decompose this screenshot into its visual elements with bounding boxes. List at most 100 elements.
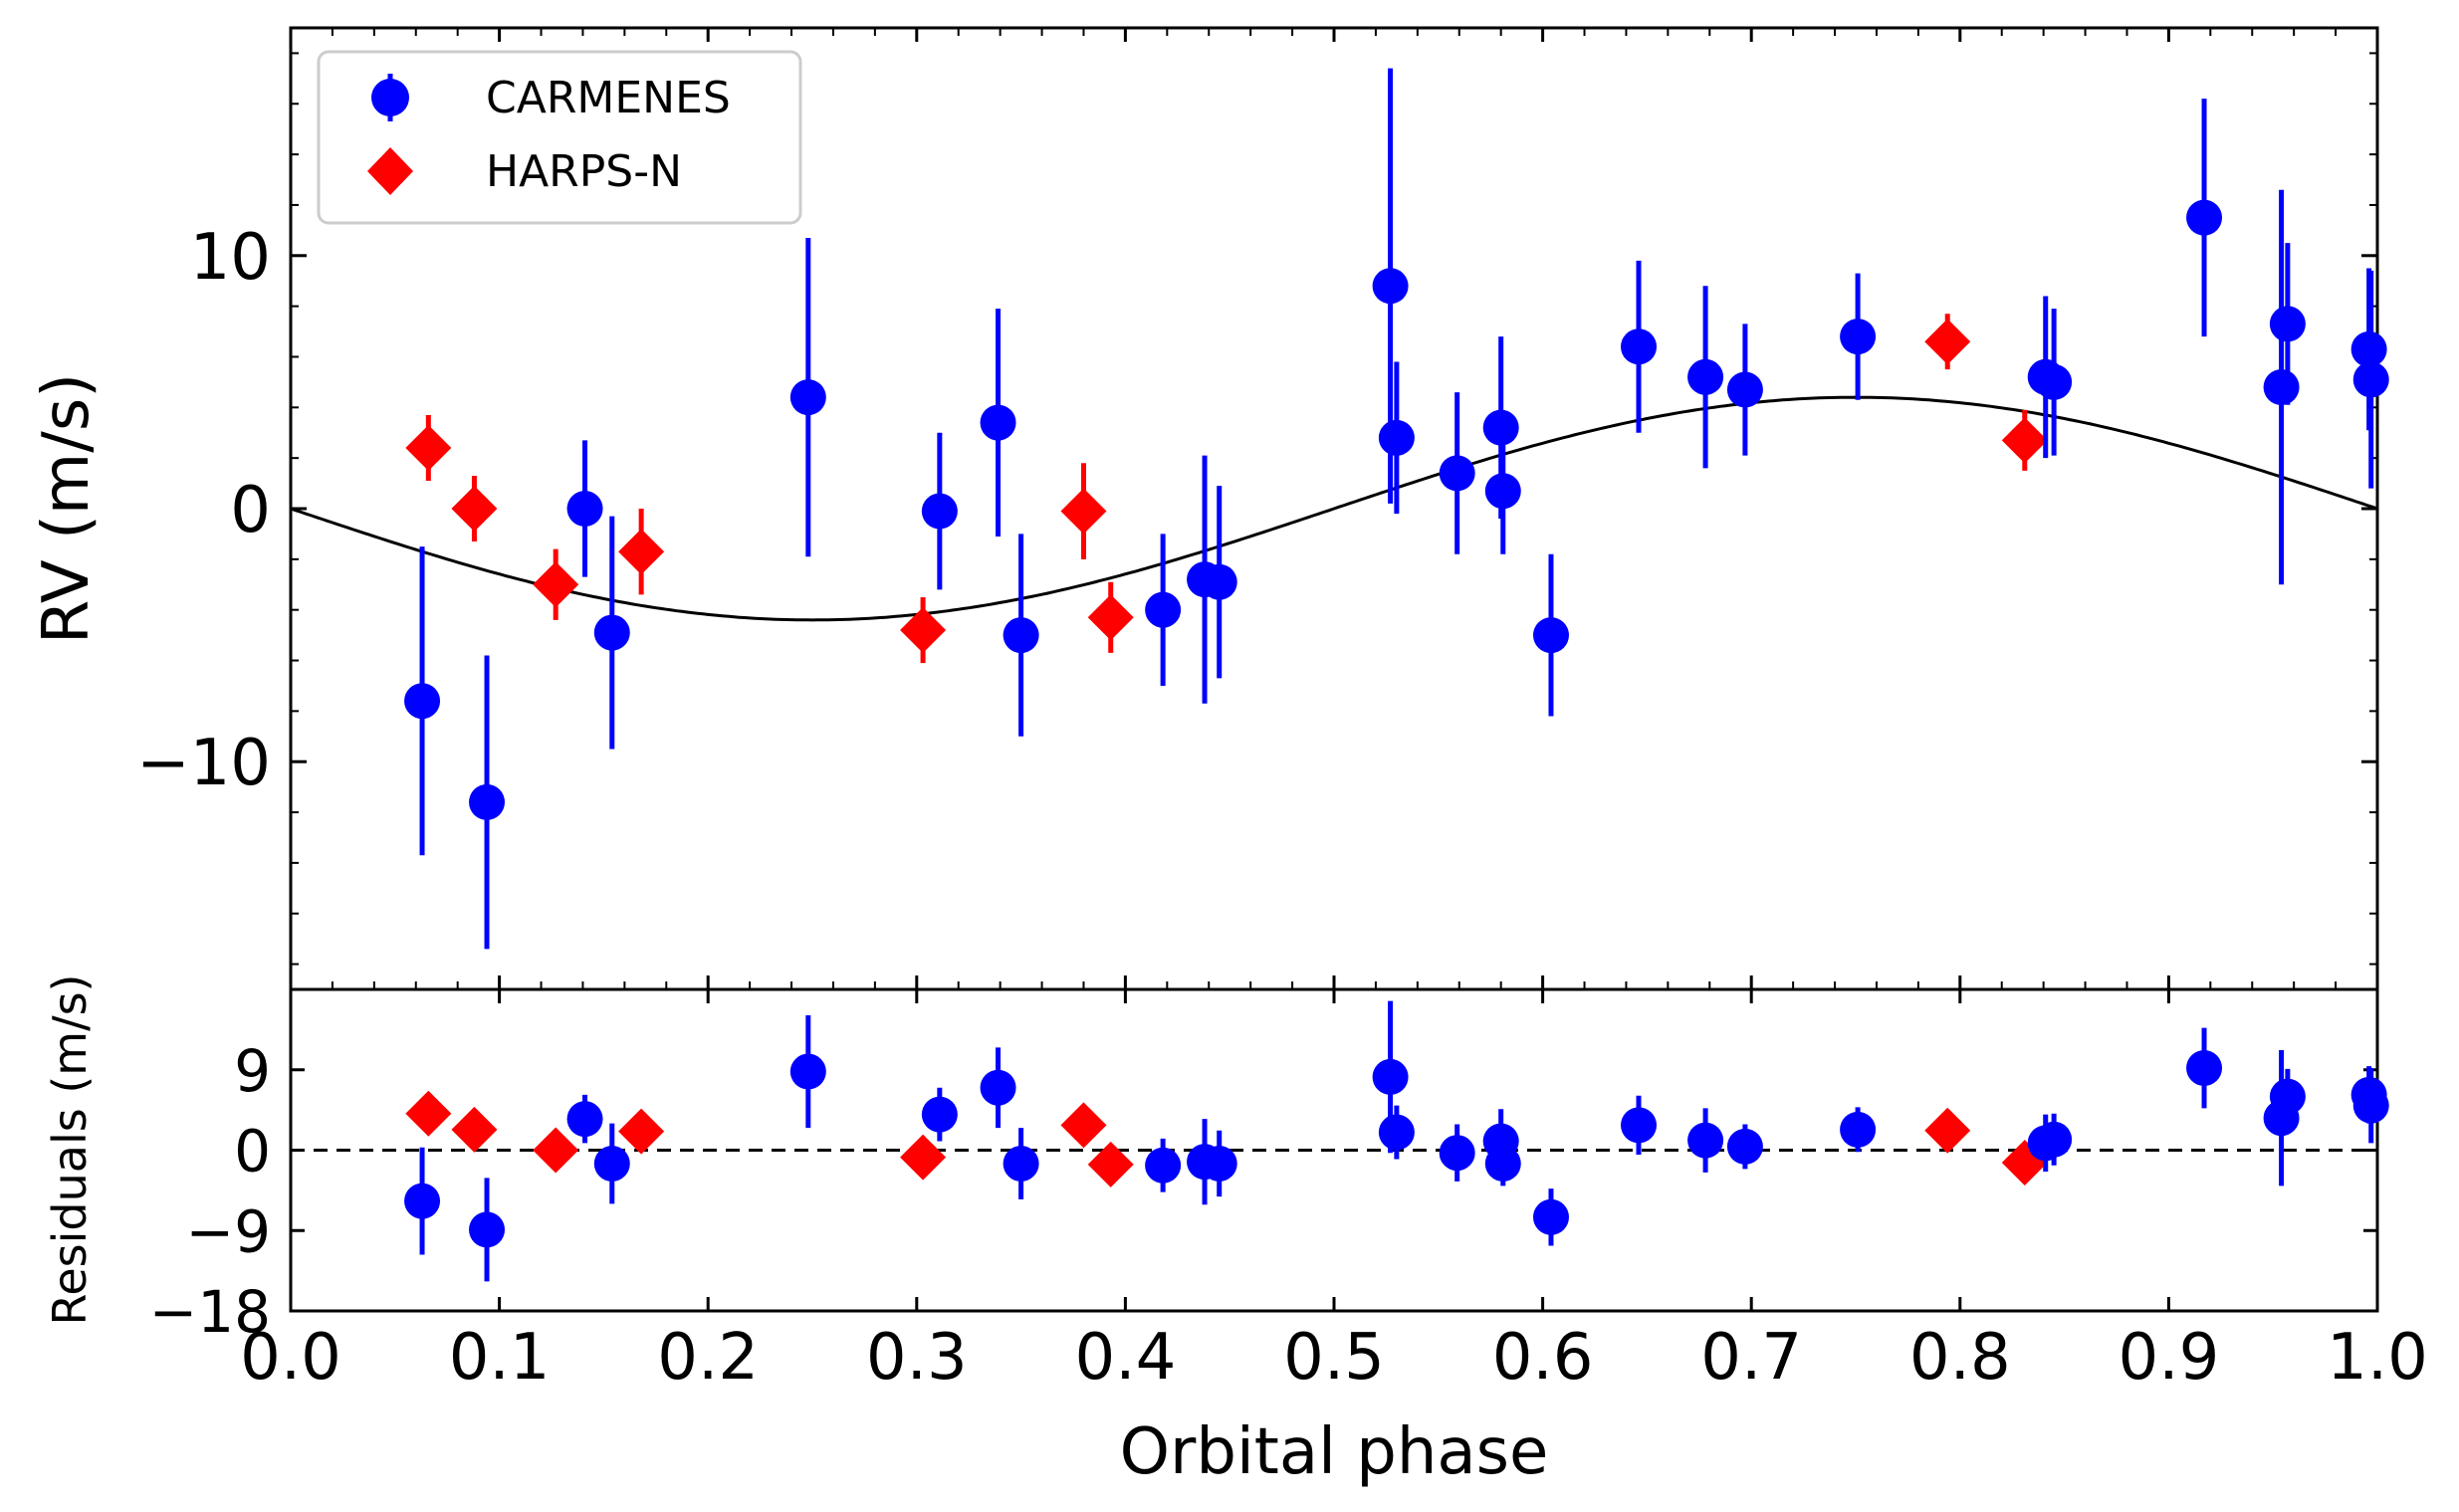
- rv-point-carmenes-marker: [2186, 199, 2223, 236]
- rv-point-harps-n: [900, 596, 947, 664]
- rv-point-harps-n-marker: [1924, 319, 1971, 365]
- residual-point-harps-n-marker: [900, 1134, 947, 1181]
- residual-point-carmenes: [1378, 1105, 1415, 1160]
- rv-y-axis-title: RV (m/s): [30, 373, 104, 644]
- residual-point-harps-n: [405, 1090, 452, 1137]
- x-tick-label: 0.1: [449, 1321, 551, 1395]
- legend-harps-n-marker: [367, 147, 413, 195]
- rv-point-harps-n-marker: [2001, 417, 2048, 464]
- rv-point-carmenes-marker: [2269, 306, 2306, 342]
- rv-point-carmenes: [789, 237, 826, 557]
- rv-point-carmenes: [404, 546, 441, 856]
- rv-point-harps-n: [1924, 314, 1971, 370]
- rv-point-carmenes-marker: [593, 614, 630, 651]
- residual-point-carmenes: [1726, 1124, 1763, 1170]
- rv-point-harps-n: [618, 509, 665, 595]
- residual-point-carmenes-marker: [1687, 1122, 1724, 1159]
- rv-point-carmenes-marker: [1378, 419, 1415, 456]
- rv-point-carmenes-marker: [921, 493, 958, 530]
- residuals-y-ticks: 9 0 −9 −18: [149, 1037, 2377, 1346]
- residual-point-carmenes: [1439, 1124, 1475, 1182]
- legend-carmenes-marker: [371, 79, 409, 116]
- residual-point-harps-n-marker: [1924, 1107, 1971, 1154]
- residual-point-carmenes: [566, 1094, 603, 1144]
- rv-point-carmenes-marker: [2036, 363, 2073, 400]
- residual-point-harps-n: [1087, 1141, 1134, 1188]
- residual-point-harps-n-marker: [1087, 1141, 1134, 1188]
- rv-point-harps-n-marker: [451, 486, 498, 532]
- x-tick-label: 0.9: [2119, 1321, 2220, 1395]
- residual-point-carmenes: [1840, 1107, 1877, 1153]
- rv-panel: 10 0 −10 RV (m/s) CARMENES HARPS-N: [30, 26, 2389, 991]
- rv-point-carmenes: [2352, 271, 2389, 489]
- residuals-y-axis-title: Residuals (m/s): [43, 973, 97, 1325]
- residual-point-carmenes-marker: [593, 1145, 630, 1182]
- rv-point-carmenes-marker: [469, 783, 506, 820]
- residual-point-carmenes: [593, 1123, 630, 1204]
- residual-y-tick-label: −9: [186, 1197, 272, 1265]
- residual-point-carmenes: [2036, 1113, 2073, 1166]
- residual-point-carmenes-marker: [1484, 1145, 1521, 1182]
- residual-point-carmenes: [1687, 1108, 1724, 1173]
- legend-entry-harps-n: HARPS-N: [367, 146, 682, 197]
- rv-point-carmenes-marker: [1726, 371, 1763, 408]
- residuals-data-points: [404, 1000, 2389, 1282]
- rv-point-carmenes-marker: [1372, 268, 1409, 305]
- residual-point-harps-n: [900, 1134, 947, 1181]
- residual-point-carmenes-marker: [404, 1183, 441, 1219]
- rv-point-harps-n: [405, 414, 452, 482]
- residual-point-carmenes-marker: [789, 1053, 826, 1090]
- rv-point-harps-n-marker: [1060, 488, 1107, 535]
- residual-point-carmenes-marker: [566, 1101, 603, 1138]
- rv-point-carmenes: [1484, 427, 1521, 554]
- residual-point-carmenes-marker: [2036, 1121, 2073, 1158]
- rv-point-carmenes: [2263, 189, 2300, 585]
- rv-point-carmenes: [1201, 486, 1237, 679]
- rv-point-carmenes: [921, 432, 958, 590]
- rv-point-carmenes: [2036, 309, 2073, 456]
- rv-point-carmenes: [1726, 324, 1763, 456]
- residual-point-carmenes-marker: [1372, 1058, 1409, 1095]
- residual-point-carmenes: [921, 1087, 958, 1142]
- x-tick-label: 1.0: [2327, 1321, 2428, 1395]
- rv-point-carmenes-marker: [1484, 473, 1521, 510]
- rv-point-carmenes-marker: [1003, 617, 1039, 654]
- residual-point-carmenes: [469, 1178, 506, 1282]
- rv-point-carmenes-marker: [566, 491, 603, 527]
- x-tick-label: 0.7: [1700, 1321, 1802, 1395]
- legend-harps-n-label: HARPS-N: [486, 146, 682, 197]
- residual-point-carmenes-marker: [1439, 1135, 1475, 1172]
- rv-point-harps-n: [1087, 581, 1134, 653]
- residual-point-harps-n-marker: [533, 1127, 579, 1174]
- residual-point-carmenes-marker: [921, 1096, 958, 1133]
- rv-point-harps-n-marker: [900, 607, 947, 654]
- residual-point-carmenes-marker: [2186, 1049, 2223, 1086]
- rv-point-harps-n-marker: [533, 561, 579, 608]
- residual-point-carmenes-marker: [1840, 1111, 1877, 1148]
- rv-point-harps-n: [2001, 409, 2048, 471]
- residual-point-carmenes-marker: [1726, 1128, 1763, 1165]
- rv-point-carmenes: [1532, 553, 1569, 717]
- residual-y-tick-label: −18: [149, 1278, 271, 1346]
- rv-data-points: [404, 68, 2389, 950]
- residual-point-carmenes-marker: [980, 1069, 1016, 1106]
- residual-point-carmenes: [1201, 1130, 1237, 1197]
- rv-y-tick-label: 0: [230, 474, 271, 547]
- legend: CARMENES HARPS-N: [317, 50, 802, 225]
- residual-point-carmenes: [1484, 1141, 1521, 1187]
- rv-point-carmenes: [980, 309, 1016, 537]
- rv-point-carmenes: [566, 440, 603, 577]
- residual-point-carmenes-marker: [1145, 1147, 1182, 1184]
- residual-point-harps-n: [1060, 1102, 1107, 1149]
- rv-point-carmenes-marker: [2352, 361, 2389, 398]
- residual-point-carmenes: [789, 1015, 826, 1129]
- rv-point-carmenes-marker: [789, 379, 826, 416]
- residual-point-carmenes-marker: [1003, 1145, 1039, 1182]
- x-axis: 0.0 0.1 0.2 0.3 0.4 0.5 0.6 0.7 0.8 0.9 1.0: [240, 28, 2428, 1395]
- rv-point-carmenes-marker: [1621, 328, 1658, 365]
- residual-point-carmenes: [1621, 1095, 1658, 1155]
- rv-point-carmenes: [1439, 392, 1475, 554]
- rv-point-carmenes-marker: [980, 404, 1016, 441]
